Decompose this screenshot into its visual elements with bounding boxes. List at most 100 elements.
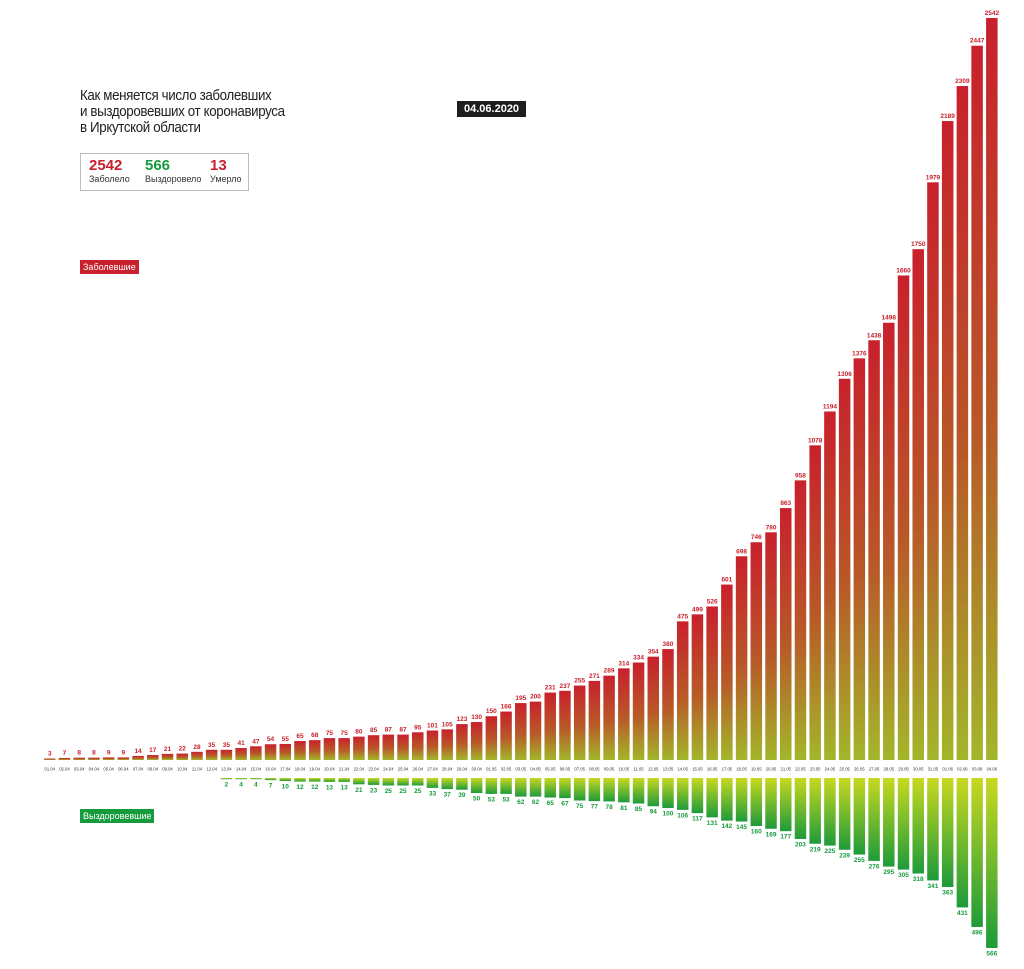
recovered-bar <box>956 778 969 908</box>
date-tick-label: 26.04 <box>413 767 424 772</box>
recovered-value-label: 363 <box>942 890 953 897</box>
infected-value-label: 255 <box>574 678 585 685</box>
recovered-bar <box>706 778 718 818</box>
recovered-bar <box>691 778 704 814</box>
infected-bar <box>323 738 336 760</box>
recovered-bar <box>515 778 527 797</box>
recovered-bar <box>780 778 792 832</box>
stat-died-label: Умерло <box>210 174 242 184</box>
recovered-bar <box>470 778 483 794</box>
infected-value-label: 101 <box>427 723 438 730</box>
recovered-bar <box>647 778 660 807</box>
infected-bar <box>603 675 615 760</box>
infected-value-label: 28 <box>193 744 201 751</box>
recovered-value-label: 431 <box>957 910 968 917</box>
infected-bar <box>676 621 689 760</box>
infected-bar <box>515 703 527 760</box>
infected-value-label: 54 <box>267 736 275 743</box>
recovered-value-label: 169 <box>766 831 777 838</box>
infected-bar <box>470 722 483 760</box>
infected-value-label: 380 <box>663 641 674 648</box>
date-tick-label: 23.05 <box>810 767 821 772</box>
infected-bar <box>367 735 380 760</box>
infected-value-label: 123 <box>456 716 467 723</box>
recovered-bars <box>220 778 998 948</box>
date-tick-label: 01.04 <box>45 767 56 772</box>
recovered-bar <box>721 778 733 821</box>
infected-value-label: 14 <box>134 748 142 755</box>
recovered-value-label: 78 <box>605 804 613 811</box>
recovered-bar <box>794 778 807 839</box>
date-tick-label: 03.06 <box>972 767 983 772</box>
infected-value-label: 17 <box>149 747 157 754</box>
infected-bar <box>191 751 203 760</box>
date-tick-label: 18.05 <box>736 767 747 772</box>
date-tick-label: 08.05 <box>589 767 600 772</box>
infected-bar <box>897 275 910 760</box>
date-tick-label: 06.04 <box>118 767 129 772</box>
infected-value-label: 35 <box>208 742 216 749</box>
infected-bar <box>618 668 630 760</box>
date-tick-label: 10.05 <box>619 767 630 772</box>
recovered-value-label: 496 <box>972 929 983 936</box>
recovered-value-label: 67 <box>561 801 569 808</box>
date-tick-label: 27.05 <box>869 767 880 772</box>
date-tick-label: 01.05 <box>486 767 497 772</box>
infected-bar <box>868 340 880 760</box>
recovered-bar <box>500 778 512 794</box>
date-tick-label: 14.04 <box>236 767 247 772</box>
recovered-value-label: 219 <box>810 846 821 853</box>
infected-bar <box>279 743 292 760</box>
infected-bar <box>529 701 542 760</box>
recovered-bar <box>559 778 571 799</box>
date-tick-label: 19.05 <box>751 767 762 772</box>
infected-value-label: 75 <box>326 730 334 737</box>
recovered-value-label: 53 <box>502 796 510 803</box>
infected-value-label: 1498 <box>882 315 897 322</box>
infected-value-label: 334 <box>633 655 644 662</box>
date-tick-label: 21.05 <box>781 767 792 772</box>
recovered-value-label: 318 <box>913 876 924 883</box>
date-tick-label: 03.04 <box>74 767 85 772</box>
recovered-bar <box>323 778 336 782</box>
infected-value-label: 3 <box>48 751 52 758</box>
recovered-bar <box>676 778 689 810</box>
recovered-bar <box>883 778 895 867</box>
infected-bar <box>44 758 56 760</box>
infected-value-label: 1376 <box>852 350 867 357</box>
date-tick-label: 29.05 <box>898 767 909 772</box>
date-tick-label: 12.04 <box>206 767 217 772</box>
recovered-bar <box>662 778 674 809</box>
infected-value-label: 195 <box>515 695 526 702</box>
recovered-value-label: 39 <box>458 792 466 799</box>
recovered-value-label: 225 <box>824 848 835 855</box>
recovered-bar <box>529 778 542 797</box>
infected-bar <box>132 755 144 760</box>
infected-bar <box>691 614 704 760</box>
infected-value-label: 105 <box>442 721 453 728</box>
recovered-value-label: 25 <box>414 788 422 795</box>
date-tick-label: 09.04 <box>162 767 173 772</box>
recovered-value-label: 4 <box>239 782 243 789</box>
infected-bar <box>102 757 115 760</box>
infected-bar <box>58 757 71 760</box>
infected-bar <box>573 685 586 760</box>
recovered-bar <box>382 778 395 786</box>
infected-bar <box>662 649 674 760</box>
recovered-value-label: 65 <box>547 800 555 807</box>
date-tick-label: 14.05 <box>677 767 688 772</box>
chart-title: Как меняется число заболевших и выздоров… <box>80 88 285 136</box>
recovered-bar <box>397 778 409 786</box>
recovered-bar <box>897 778 910 870</box>
date-tick-label: 06.05 <box>560 767 571 772</box>
infected-bar <box>147 755 159 760</box>
recovered-value-label: 2 <box>225 782 229 789</box>
date-tick-label: 04.06 <box>987 767 998 772</box>
infected-value-label: 41 <box>237 740 245 747</box>
stat-recovered-label: Выздоровело <box>145 174 202 184</box>
date-tick-labels: 01.04 02.04 03.04 04.04 05.04 06.04 07.04 08.04… <box>45 767 998 772</box>
infected-bar <box>73 757 85 760</box>
recovered-bar <box>868 778 880 861</box>
recovered-bar <box>927 778 939 881</box>
recovered-value-label: 53 <box>488 796 496 803</box>
